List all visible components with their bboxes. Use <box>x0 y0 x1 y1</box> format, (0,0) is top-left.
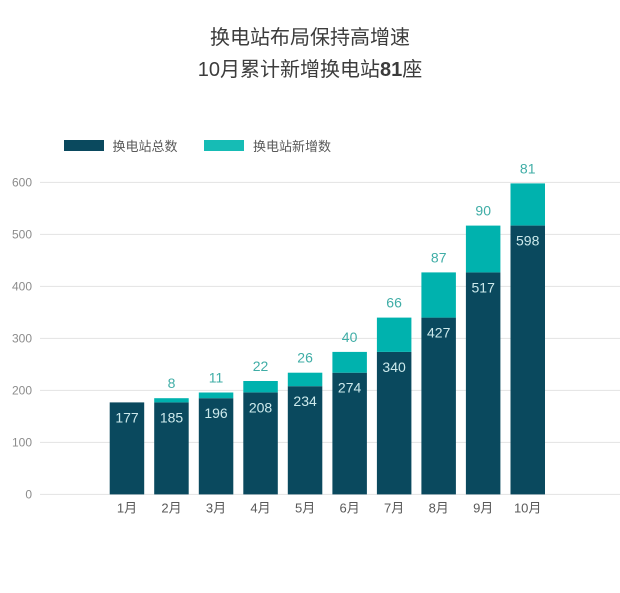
svg-text:400: 400 <box>12 279 32 293</box>
svg-text:8月: 8月 <box>429 500 449 515</box>
svg-text:8: 8 <box>168 375 176 391</box>
svg-text:5月: 5月 <box>295 500 315 515</box>
svg-text:427: 427 <box>427 325 451 341</box>
svg-text:1月: 1月 <box>117 500 137 515</box>
svg-text:177: 177 <box>115 409 139 425</box>
svg-text:0: 0 <box>25 487 32 501</box>
svg-text:3月: 3月 <box>206 500 226 515</box>
svg-text:22: 22 <box>253 358 269 374</box>
svg-text:9月: 9月 <box>473 500 493 515</box>
svg-text:274: 274 <box>338 380 362 396</box>
svg-text:4月: 4月 <box>250 500 270 515</box>
svg-text:87: 87 <box>431 249 447 265</box>
svg-text:6月: 6月 <box>339 500 359 515</box>
svg-text:234: 234 <box>293 393 317 409</box>
svg-text:10月: 10月 <box>514 500 541 515</box>
svg-text:90: 90 <box>475 203 491 219</box>
svg-text:600: 600 <box>12 175 32 189</box>
svg-text:517: 517 <box>472 279 496 295</box>
svg-text:100: 100 <box>12 435 32 449</box>
svg-text:40: 40 <box>342 329 358 345</box>
svg-text:500: 500 <box>12 227 32 241</box>
svg-text:340: 340 <box>382 359 406 375</box>
svg-text:81: 81 <box>520 160 536 176</box>
svg-text:208: 208 <box>249 400 273 416</box>
svg-text:598: 598 <box>516 233 540 249</box>
svg-text:11: 11 <box>209 370 224 386</box>
svg-text:196: 196 <box>204 405 228 421</box>
svg-text:185: 185 <box>160 409 184 425</box>
svg-text:7月: 7月 <box>384 500 404 515</box>
svg-text:200: 200 <box>12 383 32 397</box>
svg-text:300: 300 <box>12 331 32 345</box>
svg-text:66: 66 <box>386 295 402 311</box>
svg-text:2月: 2月 <box>161 500 181 515</box>
svg-text:26: 26 <box>297 350 313 366</box>
